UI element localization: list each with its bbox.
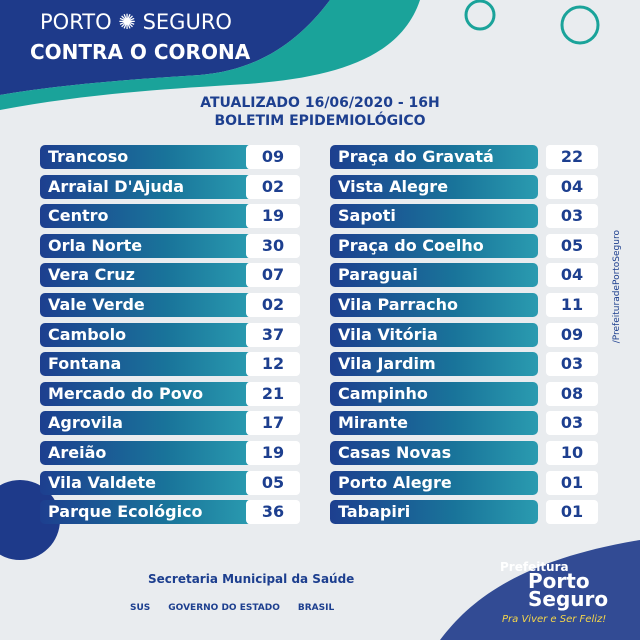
row: Tabapiri 01 [330,500,598,525]
place-name: Fontana [40,352,252,377]
case-count: 11 [546,293,598,317]
place-name: Praça do Coelho [330,233,538,258]
case-count: 01 [546,500,598,525]
row: Orla Norte 30 [40,233,300,258]
case-count: 03 [546,204,598,229]
place-name: Casas Novas [330,441,538,465]
case-count: 12 [246,352,300,377]
row: Paraguai 04 [330,263,598,288]
case-count: 05 [546,233,598,258]
brand: PORTO ✺ SEGURO [40,10,232,34]
case-count: 37 [246,322,300,347]
slogan: Pra Viver e Ser Feliz! [502,614,607,625]
place-name: Vila Valdete [40,470,252,495]
brand-left: PORTO [40,10,112,34]
place-name: Trancoso [40,145,252,169]
place-name: Areião [40,441,252,465]
prefeitura: Prefeitura [500,560,569,574]
place-name: Campinho [330,381,538,406]
place-name: Vila Jardim [330,352,538,377]
place-name: Porto Alegre [330,470,538,495]
city-2: Seguro [528,587,609,611]
place-name: Vera Cruz [40,263,252,288]
row: Vila Valdete 05 [40,470,300,495]
row: Areião 19 [40,441,300,465]
row: Praça do Coelho 05 [330,233,598,258]
case-count: 21 [246,381,300,406]
city-1: Porto [528,569,590,593]
row: Mirante 03 [330,411,598,436]
row: Vila Parracho 11 [330,293,598,317]
case-count: 10 [546,441,598,465]
city: Porto Seguro [528,569,609,611]
side-text: /PrefeituradePortoSeguro [612,230,622,344]
place-name: Sapoti [330,204,538,229]
place-name: Cambolo [40,322,252,347]
place-name: Vila Parracho [330,293,538,317]
row: Vera Cruz 07 [40,263,300,288]
logos: SUS GOVERNO DO ESTADO BRASIL [130,603,334,613]
place-name: Vila Vitória [330,322,538,347]
case-count: 02 [246,293,300,317]
place-name: Vale Verde [40,293,252,317]
logo: BRASIL [297,603,335,613]
case-count: 03 [546,411,598,436]
place-name: Parque Ecológico [40,500,252,525]
case-count: 02 [246,174,300,199]
secretaria: Secretaria Municipal da Saúde [148,572,355,586]
bulletin: ATUALIZADO 16/06/2020 - 16H BOLETIM EPID… [0,94,640,130]
place-name: Tabapiri [330,500,538,525]
row: Vale Verde 02 [40,293,300,317]
row: Mercado do Povo 21 [40,381,300,406]
case-count: 09 [546,322,598,347]
row: Vila Vitória 09 [330,322,598,347]
case-count: 08 [546,381,598,406]
case-count: 19 [246,204,300,229]
case-count: 19 [246,441,300,465]
place-name: Mirante [330,411,538,436]
case-count: 30 [246,233,300,258]
row: Arraial D'Ajuda 02 [40,174,300,199]
row: Vista Alegre 04 [330,174,598,199]
row: Vila Jardim 03 [330,352,598,377]
case-count: 36 [246,500,300,525]
row: Praça do Gravatá 22 [330,145,598,169]
case-count: 05 [246,470,300,495]
place-name: Praça do Gravatá [330,145,538,169]
case-count: 17 [246,411,300,436]
case-count: 04 [546,263,598,288]
row: Agrovila 17 [40,411,300,436]
place-name: Centro [40,204,252,229]
logo: SUS [130,603,151,613]
case-count: 07 [246,263,300,288]
row: Cambolo 37 [40,322,300,347]
row: Sapoti 03 [330,204,598,229]
row: Fontana 12 [40,352,300,377]
brand-right: SEGURO [142,10,232,34]
bulletin-title: BOLETIM EPIDEMIOLÓGICO [214,113,426,129]
row: Centro 19 [40,204,300,229]
updated: ATUALIZADO 16/06/2020 - 16H [200,95,440,111]
logo: GOVERNO DO ESTADO [168,603,280,613]
case-count: 04 [546,174,598,199]
row: Parque Ecológico 36 [40,500,300,525]
case-count: 09 [246,145,300,169]
case-count: 22 [546,145,598,169]
case-count: 01 [546,470,598,495]
place-name: Mercado do Povo [40,381,252,406]
place-name: Orla Norte [40,233,252,258]
place-name: Arraial D'Ajuda [40,174,252,199]
case-count: 03 [546,352,598,377]
place-name: Paraguai [330,263,538,288]
row: Campinho 08 [330,381,598,406]
row: Trancoso 09 [40,145,300,169]
place-name: Agrovila [40,411,252,436]
row: Casas Novas 10 [330,441,598,465]
title: CONTRA O CORONA [30,40,251,64]
place-name: Vista Alegre [330,174,538,199]
row: Porto Alegre 01 [330,470,598,495]
